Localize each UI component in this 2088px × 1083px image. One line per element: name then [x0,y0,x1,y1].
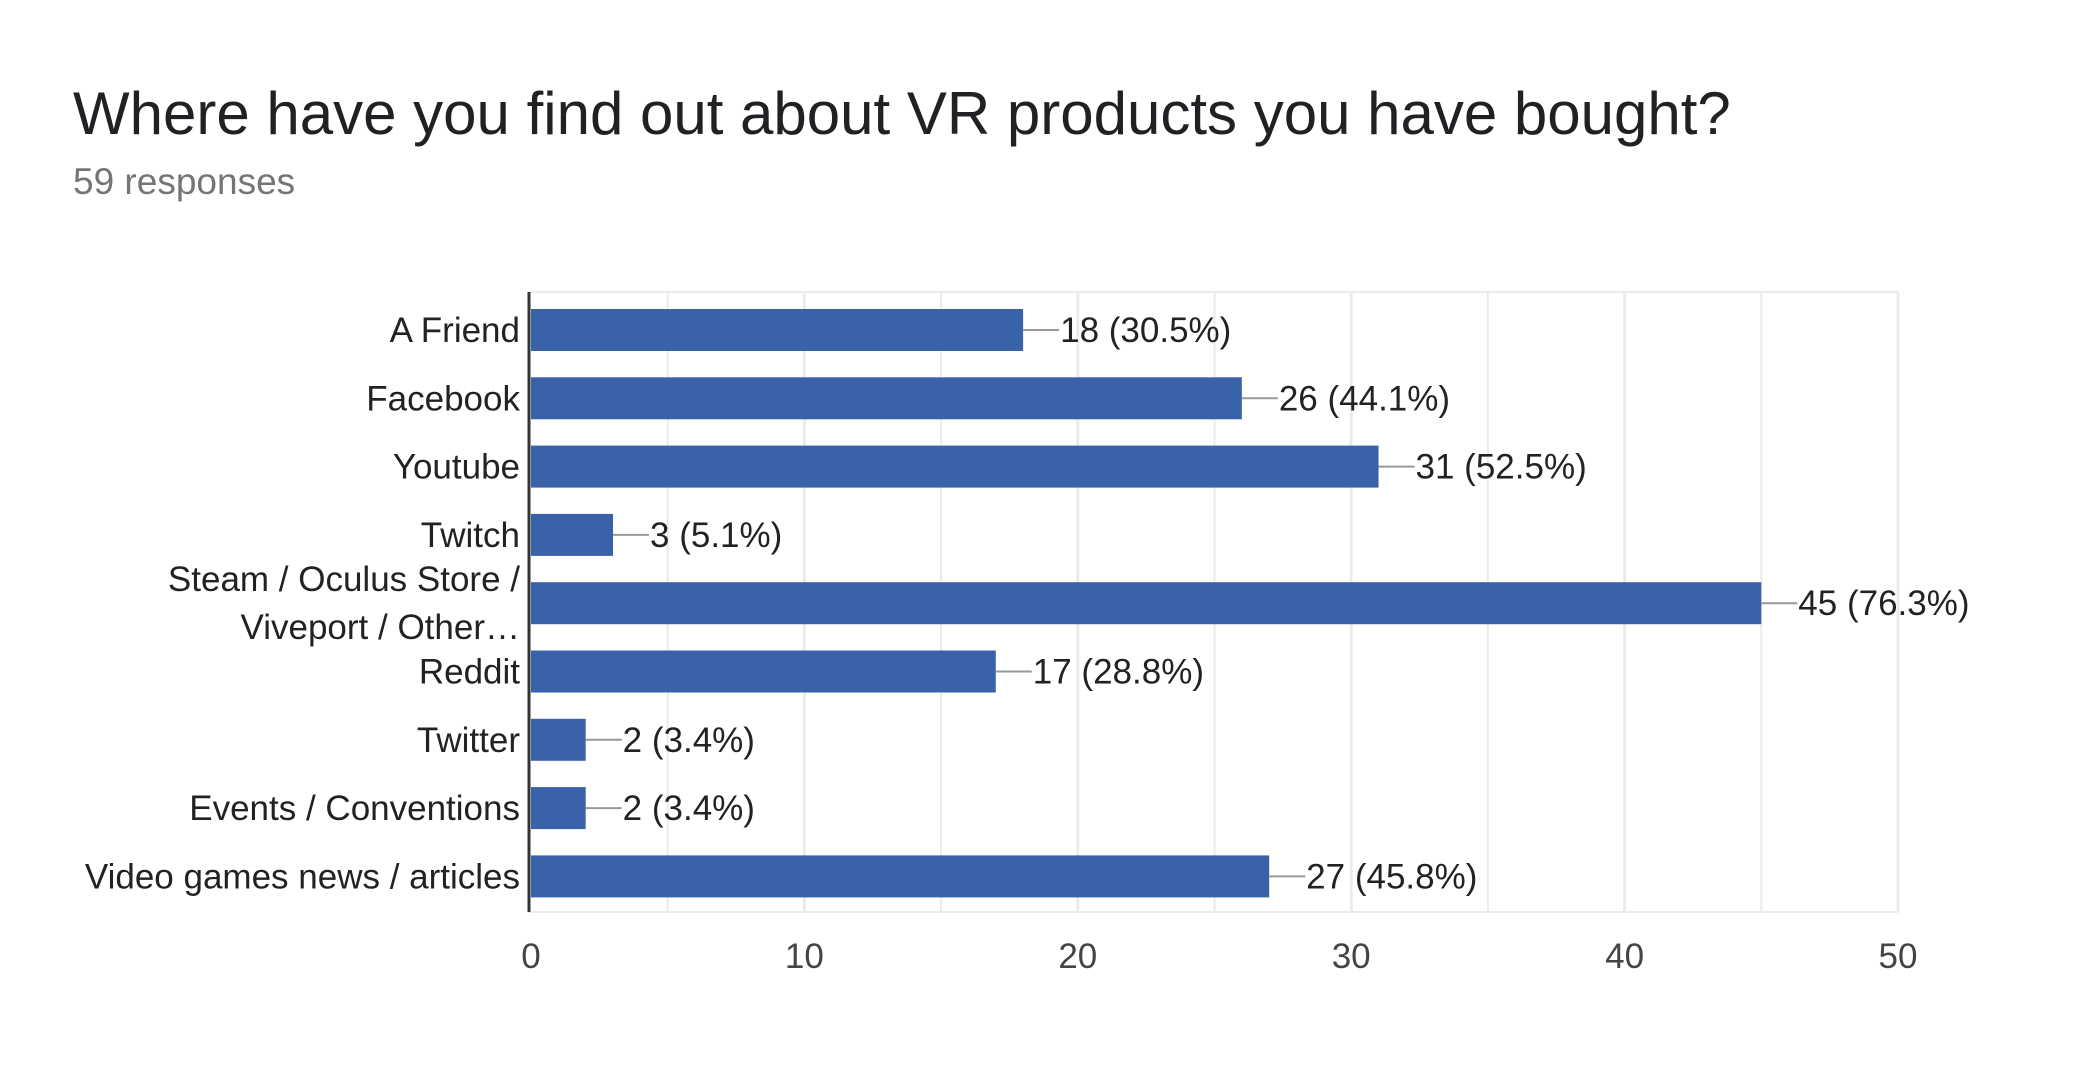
bar [531,718,586,761]
bar [531,582,1762,625]
data-label: 27 (45.8%) [1306,857,1477,896]
data-label: 17 (28.8%) [1033,653,1204,692]
bar [531,513,614,556]
bar [531,309,1024,351]
bars [531,309,1762,898]
category-label: A Friend [390,311,520,350]
bar [531,445,1379,488]
category-label-line: Viveport / Other… [241,608,520,647]
data-label: 2 (3.4%) [623,721,755,760]
x-tick-label: 20 [1058,937,1097,976]
x-tick-label: 50 [1879,937,1918,976]
bar [531,787,586,830]
chart-title: Where have you find out about VR product… [73,80,1731,147]
x-tick-label: 0 [521,937,540,976]
category-label: Twitch [421,516,520,555]
data-label: 3 (5.1%) [650,516,782,555]
response-count: 59 responses [73,161,296,202]
category-label: Youtube [393,448,520,487]
data-label: 26 (44.1%) [1279,379,1450,418]
data-label: 31 (52.5%) [1416,448,1587,487]
data-label: 45 (76.3%) [1798,584,1969,623]
bar [531,377,1242,420]
category-label: Facebook [366,379,520,418]
category-label: Twitter [417,721,520,760]
bar [531,855,1270,898]
x-tick-label: 40 [1605,937,1644,976]
data-label: 18 (30.5%) [1060,311,1231,350]
data-label: 2 (3.4%) [623,789,755,828]
category-label: Events / Conventions [189,789,520,828]
category-label: Video games news / articles [85,857,520,896]
category-label: Reddit [419,653,520,692]
x-tick-label: 10 [785,937,824,976]
x-tick-label: 30 [1332,937,1371,976]
labels: 18 (30.5%) A Friend 26 (44.1%) Facebook 31 (… [85,311,1970,976]
bar [531,650,996,693]
category-label-line: Steam / Oculus Store / [168,560,520,599]
category-label: Steam / Oculus Store / Viveport / Other… [168,560,520,647]
